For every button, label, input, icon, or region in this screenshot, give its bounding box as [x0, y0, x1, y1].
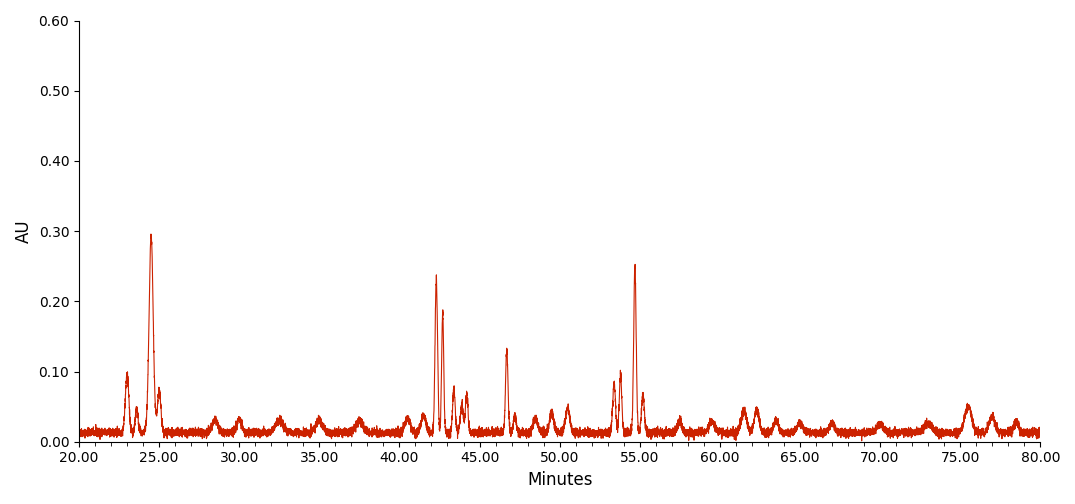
Y-axis label: AU: AU	[15, 219, 33, 243]
X-axis label: Minutes: Minutes	[527, 471, 592, 489]
